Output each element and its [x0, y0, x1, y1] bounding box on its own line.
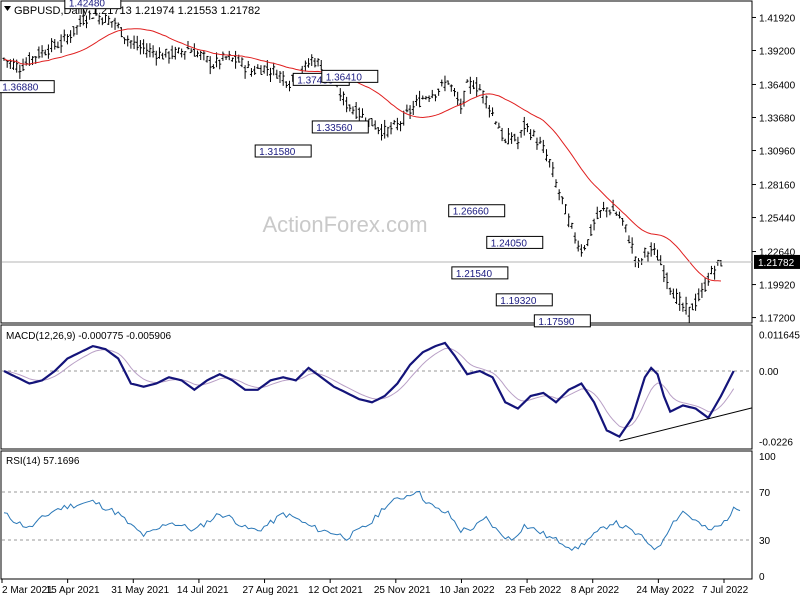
- level-annotation-label: 1.21540: [456, 269, 493, 280]
- level-annotation-label: 1.42480: [69, 0, 106, 10]
- macd-signal-line: [3, 347, 735, 428]
- x-tick-label: 8 Apr 2022: [571, 585, 620, 596]
- level-annotation-label: 1.26660: [453, 207, 490, 218]
- macd-tick-label: -0.0226: [759, 438, 793, 449]
- x-tick-label: 31 May 2021: [111, 585, 169, 596]
- level-annotation-label: 1.19320: [500, 296, 537, 307]
- price-tick-label: 1.22640: [759, 248, 796, 259]
- price-tick-label: 1.25440: [759, 214, 796, 225]
- level-annotation-box: [448, 204, 506, 218]
- level-annotation-box: [311, 120, 369, 134]
- level-annotation-box: [254, 144, 312, 158]
- price-tick-label: 1.39200: [759, 46, 796, 57]
- x-tick-label: 2 Mar 2021: [2, 585, 53, 596]
- watermark: ActionForex.com: [262, 212, 427, 237]
- rsi-line: [3, 490, 741, 551]
- price-tick-label: 1.33680: [759, 114, 796, 125]
- macd-panel-frame: [0, 324, 753, 450]
- rsi-tick-label: 70: [759, 488, 771, 499]
- price-tick-label: 1.41920: [759, 13, 796, 24]
- level-annotation-label: 1.24050: [491, 238, 528, 249]
- rsi-tick-label: 0: [759, 572, 765, 583]
- level-annotation-label: 1.36410: [326, 72, 363, 83]
- macd-tick-label: 0.00: [759, 367, 779, 378]
- price-tick-label: 1.36400: [759, 80, 796, 91]
- price-tick-label: 1.19920: [759, 281, 796, 292]
- level-annotation-box: [451, 266, 509, 280]
- ohlc-readout: 1.21713 1.21974 1.21553 1.21782: [92, 5, 260, 17]
- price-panel-frame: [0, 0, 753, 324]
- macd-label: MACD(12,26,9) -0.000775 -0.005906: [6, 331, 172, 342]
- level-annotation-box: [0, 80, 55, 94]
- x-tick-label: 12 Oct 2021: [308, 585, 363, 596]
- level-annotation-box: [533, 314, 591, 328]
- rsi-tick-label: 30: [759, 536, 771, 547]
- x-tick-label: 25 Nov 2021: [374, 585, 431, 596]
- level-annotation-label: 1.17590: [538, 317, 575, 328]
- x-tick-label: 15 Apr 2021: [46, 585, 100, 596]
- moving-average-line: [3, 28, 721, 282]
- x-tick-label: 27 Aug 2021: [243, 585, 300, 596]
- x-tick-label: 10 Jan 2022: [439, 585, 494, 596]
- x-tick-label: 23 Feb 2022: [505, 585, 562, 596]
- level-annotation-label: 1.31580: [259, 147, 296, 158]
- macd-trendline: [619, 407, 753, 442]
- level-annotation-box: [64, 0, 122, 10]
- rsi-label: RSI(14) 57.1696: [6, 456, 80, 467]
- symbol-dropdown-icon[interactable]: [4, 6, 11, 11]
- last-price-marker: [754, 254, 800, 269]
- level-annotation-label: 1.33560: [316, 123, 353, 134]
- price-tick-label: 1.28160: [759, 181, 796, 192]
- level-annotation-box: [486, 235, 544, 249]
- rsi-panel-frame: [0, 450, 753, 580]
- last-price-label: 1.21782: [758, 258, 795, 269]
- macd-tick-label: 0.011645: [759, 331, 800, 342]
- rsi-tick-label: 100: [759, 452, 776, 463]
- macd-line: [3, 341, 735, 438]
- level-annotation-label: 1.37480: [297, 75, 334, 86]
- level-annotation-label: 1.36880: [2, 83, 39, 94]
- level-annotation-box: [495, 293, 553, 307]
- price-tick-label: 1.17200: [759, 314, 796, 325]
- x-tick-label: 14 Jul 2021: [177, 585, 229, 596]
- price-tick-label: 1.30960: [759, 147, 796, 158]
- x-tick-label: 7 Jul 2022: [702, 585, 749, 596]
- x-tick-label: 24 May 2022: [636, 585, 694, 596]
- level-annotation-box: [321, 69, 379, 83]
